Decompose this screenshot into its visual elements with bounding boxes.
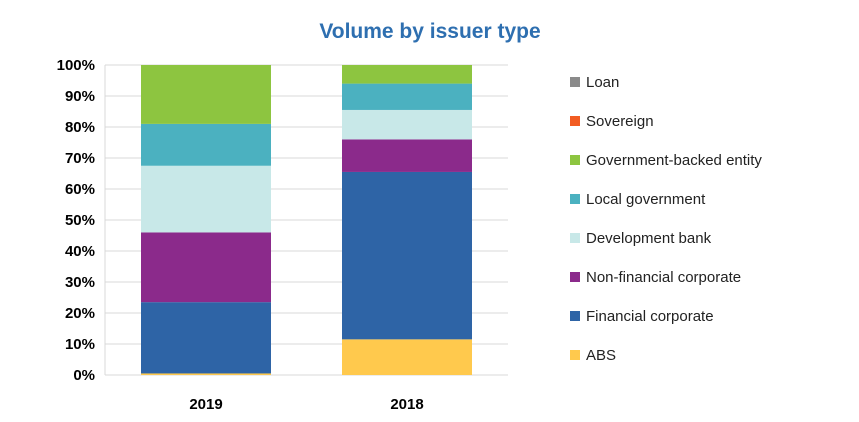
bar-segment-local-government bbox=[342, 83, 472, 110]
legend: Loan Sovereign Government-backed entity Loc… bbox=[570, 74, 762, 364]
bar-segment-development-bank bbox=[342, 109, 472, 140]
legend-swatch bbox=[570, 233, 580, 243]
legend-swatch bbox=[570, 194, 580, 204]
bar-segment-abs bbox=[141, 373, 271, 375]
y-tick-label: 20% bbox=[65, 305, 95, 322]
legend-label: Local government bbox=[586, 191, 706, 208]
legend-swatch bbox=[570, 116, 580, 126]
y-tick-label: 50% bbox=[65, 212, 95, 229]
bar-segment-local-government bbox=[141, 123, 271, 166]
y-tick-label: 70% bbox=[65, 150, 95, 167]
chart-title: Volume by issuer type bbox=[319, 20, 540, 43]
bar-segment-financial-corporate bbox=[141, 302, 271, 374]
legend-label: ABS bbox=[586, 347, 616, 364]
legend-label: Non-financial corporate bbox=[586, 269, 741, 286]
bar-segment-government-backed-entity bbox=[141, 65, 271, 124]
legend-label: Sovereign bbox=[586, 113, 654, 130]
y-tick-label: 80% bbox=[65, 119, 95, 136]
x-tick-label: 2019 bbox=[189, 396, 222, 413]
y-tick-label: 30% bbox=[65, 274, 95, 291]
legend-swatch bbox=[570, 311, 580, 321]
y-tick-label: 40% bbox=[65, 243, 95, 260]
bar-segment-non-financial-corporate bbox=[141, 232, 271, 303]
legend-label: Loan bbox=[586, 74, 619, 91]
bar-segment-financial-corporate bbox=[342, 171, 472, 340]
y-axis: 0% 10% 20% 30% 40% 50% 60% 70% 80% 90% 100% bbox=[57, 57, 106, 384]
legend-swatch bbox=[570, 272, 580, 282]
bar-segment-abs bbox=[342, 339, 472, 375]
legend-swatch bbox=[570, 77, 580, 87]
y-tick-label: 60% bbox=[65, 181, 95, 198]
bar-segment-development-bank bbox=[141, 165, 271, 233]
y-tick-label: 0% bbox=[73, 367, 95, 384]
y-tick-label: 90% bbox=[65, 88, 95, 105]
legend-label: Government-backed entity bbox=[586, 152, 762, 169]
legend-label: Financial corporate bbox=[586, 308, 714, 325]
y-tick-label: 10% bbox=[65, 336, 95, 353]
bar-segment-non-financial-corporate bbox=[342, 139, 472, 172]
x-axis: 2019 2018 bbox=[189, 396, 423, 413]
x-tick-label: 2018 bbox=[390, 396, 423, 413]
legend-label: Development bank bbox=[586, 230, 712, 247]
legend-swatch bbox=[570, 350, 580, 360]
legend-swatch bbox=[570, 155, 580, 165]
bar-segment-government-backed-entity bbox=[342, 65, 472, 84]
bars bbox=[141, 65, 472, 375]
y-tick-label: 100% bbox=[57, 57, 95, 74]
